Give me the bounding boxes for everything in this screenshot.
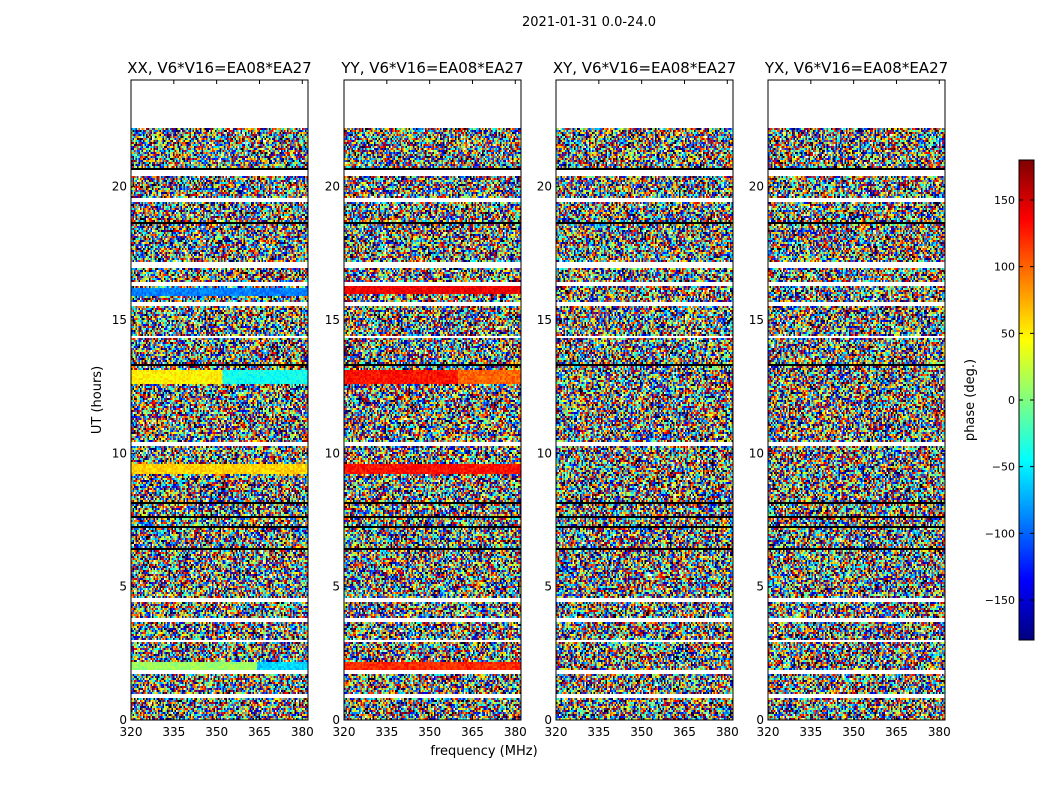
- x-tick-label: 380: [291, 725, 314, 739]
- heatmap-3: [768, 80, 945, 720]
- y-tick-label: 20: [325, 180, 340, 194]
- panel-3: YX, V6*V16=EA08*EA27 320 335 350 365 380 0 5 10 1…: [749, 59, 951, 739]
- colorbar-tick-label: −50: [992, 461, 1015, 474]
- panel-frame: [767, 79, 946, 721]
- panel-frame: [555, 79, 734, 721]
- y-tick-label: 15: [537, 313, 552, 327]
- x-tick-label: 350: [418, 725, 441, 739]
- y-tick-label: 5: [332, 580, 340, 594]
- y-tick-label: 0: [119, 713, 127, 727]
- y-tick-label: 15: [325, 313, 340, 327]
- y-tick-label: 0: [756, 713, 764, 727]
- x-tick-label: 320: [757, 725, 780, 739]
- x-tick-label: 320: [120, 725, 143, 739]
- x-tick-label: 320: [333, 725, 356, 739]
- y-tick-label: 20: [112, 180, 127, 194]
- y-tick-label: 20: [749, 180, 764, 194]
- colorbar-label: phase (deg.): [963, 359, 978, 441]
- y-tick-label: 15: [749, 313, 764, 327]
- colorbar-tick-label: 100: [994, 261, 1015, 274]
- y-tick-label: 15: [112, 313, 127, 327]
- x-tick-label: 335: [162, 725, 185, 739]
- heatmap-1: [344, 80, 521, 720]
- panel-title: YY, V6*V16=EA08*EA27: [340, 59, 523, 77]
- colorbar-tick-label: 50: [1001, 327, 1015, 340]
- panel-1: YY, V6*V16=EA08*EA27 320 335 350 365 380 0 5 10 1…: [325, 59, 527, 739]
- x-tick-label: 320: [545, 725, 568, 739]
- x-tick-label: 335: [799, 725, 822, 739]
- x-tick-label: 365: [885, 725, 908, 739]
- figure-title: 2021-01-31 0.0-24.0: [522, 15, 656, 30]
- panel-frame: [130, 79, 309, 721]
- y-tick-label: 0: [332, 713, 340, 727]
- panel-0: XX, V6*V16=EA08*EA27 320 335 350 365 380 0 5 10 1…: [112, 59, 314, 739]
- x-axis-label: frequency (MHz): [430, 744, 537, 759]
- x-tick-label: 350: [205, 725, 228, 739]
- colorbar-tick-label: −150: [985, 594, 1015, 607]
- x-tick-label: 350: [842, 725, 865, 739]
- y-tick-label: 10: [537, 446, 552, 460]
- x-tick-label: 380: [928, 725, 951, 739]
- panel-title: YX, V6*V16=EA08*EA27: [764, 59, 948, 77]
- colorbar: −150 −100 −50 0 50 100 150: [985, 159, 1035, 641]
- x-tick-label: 350: [630, 725, 653, 739]
- y-tick-label: 20: [537, 180, 552, 194]
- y-tick-label: 10: [749, 446, 764, 460]
- panels-group: XX, V6*V16=EA08*EA27 320 335 350 365 380 0 5 10 1…: [112, 59, 951, 739]
- x-tick-label: 365: [461, 725, 484, 739]
- heatmap-2: [556, 80, 733, 720]
- x-tick-label: 335: [587, 725, 610, 739]
- y-tick-label: 5: [119, 580, 127, 594]
- panel-2: XY, V6*V16=EA08*EA27 320 335 350 365 380 0 5 10 1…: [537, 59, 739, 739]
- y-tick-label: 5: [544, 580, 552, 594]
- colorbar-tick-label: −100: [985, 527, 1015, 540]
- x-tick-label: 380: [716, 725, 739, 739]
- y-tick-label: 0: [544, 713, 552, 727]
- y-axis-label: UT (hours): [90, 366, 105, 434]
- colorbar-tick-label: 0: [1008, 394, 1015, 407]
- y-tick-label: 10: [325, 446, 340, 460]
- x-tick-label: 365: [248, 725, 271, 739]
- panel-title: XY, V6*V16=EA08*EA27: [553, 59, 736, 77]
- y-tick-label: 10: [112, 446, 127, 460]
- x-tick-label: 335: [375, 725, 398, 739]
- heatmap-0: [131, 80, 308, 720]
- x-tick-label: 380: [504, 725, 527, 739]
- y-tick-label: 5: [756, 580, 764, 594]
- x-tick-label: 365: [673, 725, 696, 739]
- panel-title: XX, V6*V16=EA08*EA27: [127, 59, 311, 77]
- colorbar-tick-label: 150: [994, 194, 1015, 207]
- panel-frame: [343, 79, 522, 721]
